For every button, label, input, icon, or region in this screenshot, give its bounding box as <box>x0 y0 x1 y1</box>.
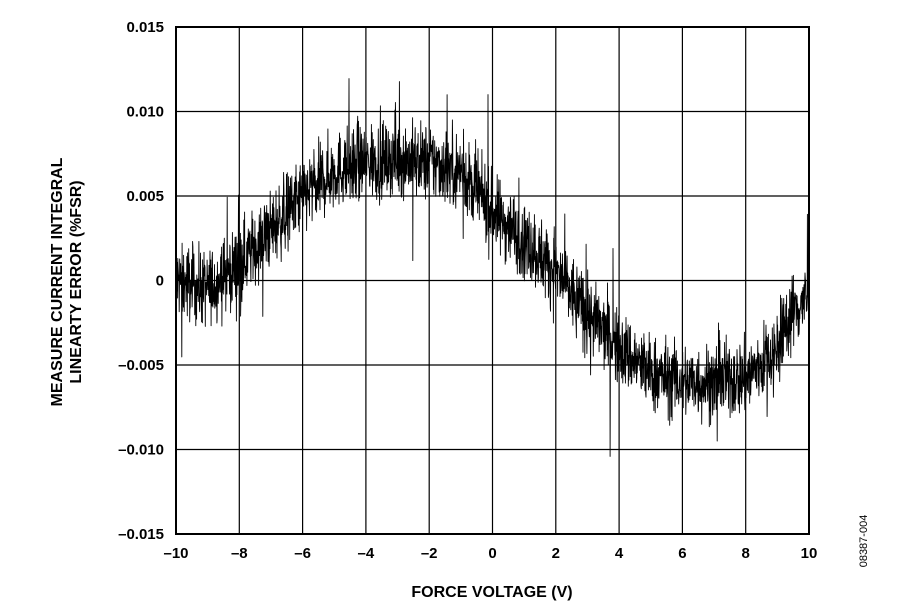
y-tick-labels: –0.015 –0.010 –0.005 0 0.005 0.010 0.015 <box>118 19 164 543</box>
x-tick-label: 0 <box>488 545 496 562</box>
x-tick-label: 2 <box>552 545 560 562</box>
plot-frame <box>175 26 810 535</box>
y-axis-title: MEASURE CURRENT INTEGRAL LINEARTY ERROR … <box>49 157 85 406</box>
y-tick-label: –0.010 <box>118 442 164 459</box>
y-tick-label: 0.015 <box>126 19 164 36</box>
y-tick-label: 0.010 <box>126 104 164 121</box>
x-axis-title: FORCE VOLTAGE (V) <box>411 584 572 601</box>
x-tick-label: –8 <box>231 545 248 562</box>
x-tick-labels: –10 –8 –6 –4 –2 0 2 4 6 8 10 <box>163 545 817 562</box>
y-axis-title-line-1: MEASURE CURRENT INTEGRAL <box>49 157 66 406</box>
figure-id: 08387-004 <box>858 515 870 568</box>
y-tick-label: –0.005 <box>118 357 164 374</box>
y-tick-label: –0.015 <box>118 526 164 543</box>
x-tick-label: 4 <box>615 545 624 562</box>
x-tick-label: –4 <box>358 545 375 562</box>
y-tick-label: 0 <box>156 273 164 290</box>
grid <box>176 27 809 534</box>
x-tick-label: –2 <box>421 545 438 562</box>
x-tick-label: 10 <box>801 545 818 562</box>
x-tick-label: –10 <box>163 545 188 562</box>
x-tick-label: –6 <box>294 545 311 562</box>
x-tick-label: 8 <box>742 545 750 562</box>
data-layer <box>175 78 810 457</box>
series-line <box>175 78 810 457</box>
y-tick-label: 0.005 <box>126 188 164 205</box>
x-tick-label: 6 <box>678 545 686 562</box>
y-axis-title-line-2: LINEARTY ERROR (%FSR) <box>68 180 85 383</box>
